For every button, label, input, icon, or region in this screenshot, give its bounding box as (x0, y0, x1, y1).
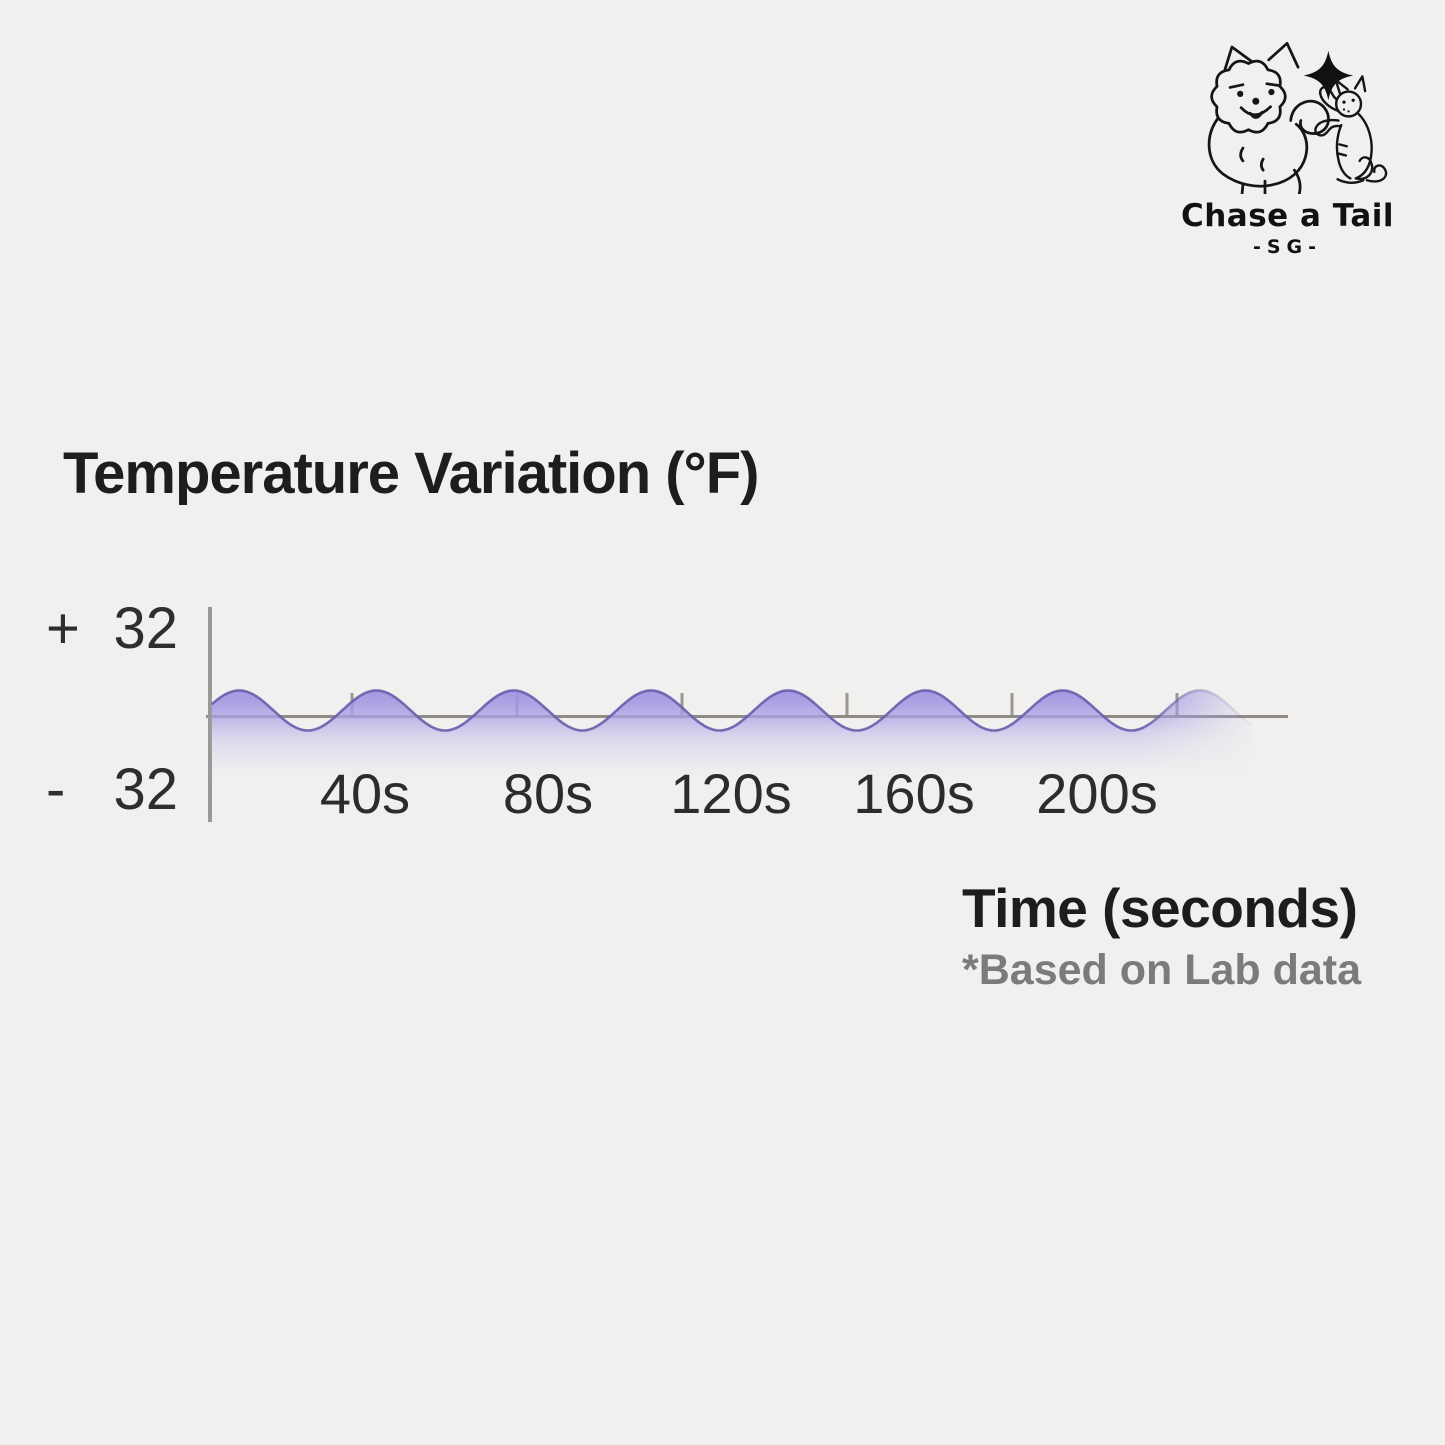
chart-footnote: *Based on Lab data (962, 946, 1362, 994)
x-tick-label: 160s (853, 762, 975, 825)
x-tick-label: 120s (670, 762, 792, 825)
dog-and-cat-logo-illustration (1207, 41, 1388, 194)
x-axis-title: Time (seconds) (962, 877, 1358, 939)
y-axis-min-sign: - (46, 757, 66, 822)
wave-line (210, 689, 1254, 732)
wave-fill (211, 690, 1253, 786)
x-tick-label: 40s (319, 762, 411, 825)
brand-name: Chase a Tail (1180, 198, 1395, 234)
sparkle-icon (1303, 50, 1354, 101)
y-axis-max-label: + 32 (46, 599, 178, 659)
chart-title: Temperature Variation (°F) (63, 441, 759, 506)
dog-icon (1207, 41, 1330, 194)
x-tick-label: 80s (502, 762, 594, 825)
y-axis-min-value: 32 (113, 757, 178, 822)
cat-icon (1314, 75, 1388, 184)
temperature-wave-chart (206, 607, 1288, 822)
brand-subtitle: -SG- (1252, 236, 1323, 258)
brand-logo: Chase a Tail -SG- (1155, 36, 1420, 258)
x-tick-label: 200s (1036, 762, 1158, 825)
y-axis-max-value: 32 (113, 596, 178, 661)
y-axis-max-sign: + (46, 596, 80, 661)
y-axis-min-label: - 32 (46, 760, 178, 820)
